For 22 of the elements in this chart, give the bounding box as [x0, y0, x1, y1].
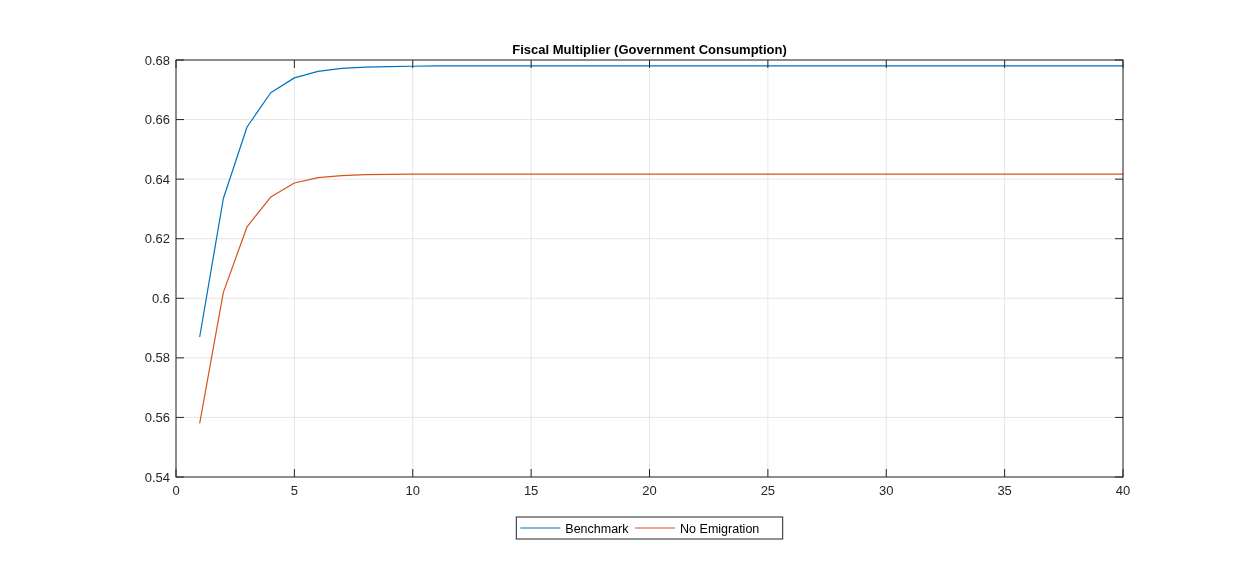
- x-tick-label: 30: [879, 483, 894, 498]
- x-tick-label: 0: [172, 483, 180, 498]
- x-tick-label: 5: [290, 483, 298, 498]
- legend-label: Benchmark: [565, 521, 630, 536]
- x-tick-label: 20: [642, 483, 657, 498]
- y-tick-label: 0.68: [144, 52, 170, 68]
- x-tick-label: 25: [760, 483, 776, 498]
- x-tick-label: 35: [997, 483, 1012, 498]
- line-series: [199, 65, 1124, 338]
- y-tick-label: 0.6: [151, 290, 170, 306]
- y-tick-label: 0.56: [144, 409, 170, 425]
- y-tick-label: 0.66: [144, 112, 170, 128]
- y-tick-label: 0.64: [144, 171, 170, 187]
- y-tick-label: 0.54: [144, 469, 170, 485]
- x-tick-label: 15: [523, 483, 539, 498]
- line-series: [199, 173, 1124, 424]
- x-tick-label: 40: [1115, 483, 1131, 498]
- x-tick-label: 10: [405, 483, 420, 498]
- chart-title: Fiscal Multiplier (Government Consumption): [512, 42, 787, 57]
- y-tick-label: 0.62: [144, 231, 170, 247]
- y-tick-label: 0.58: [144, 350, 170, 366]
- legend-label: No Emigration: [680, 521, 760, 536]
